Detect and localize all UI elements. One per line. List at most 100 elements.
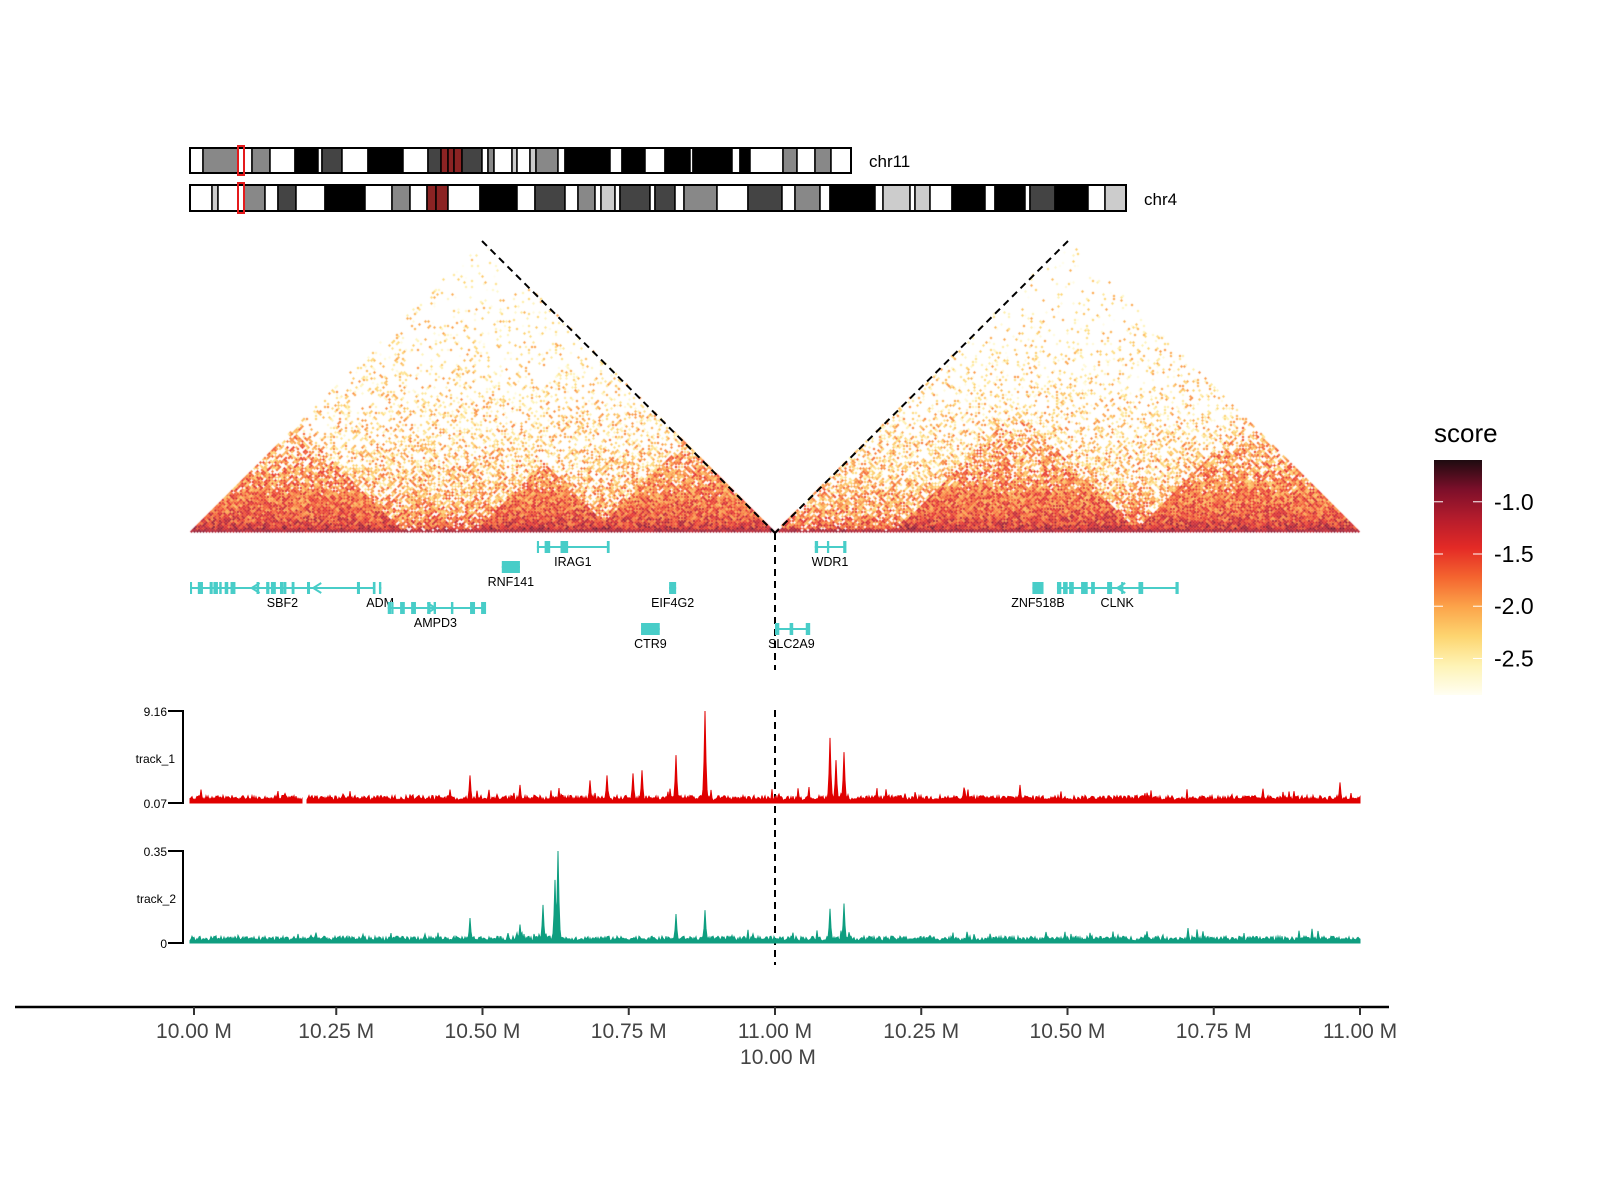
region-highlight	[237, 145, 245, 176]
track1-axis	[168, 710, 184, 804]
strand-arrow-icon	[426, 602, 438, 614]
cytoband	[951, 184, 986, 212]
exon	[391, 602, 394, 614]
exon	[501, 561, 520, 573]
gene-slc2a9: SLC2A9	[768, 623, 815, 651]
cytoband	[577, 184, 596, 212]
gene-label: IRAG1	[554, 555, 592, 569]
exon	[427, 602, 431, 614]
ideogram-outline	[189, 147, 852, 174]
x-tick-label-boundary-second: 10.00 M	[740, 1046, 816, 1069]
cytoband	[447, 147, 455, 174]
strand-arrow-icon	[311, 582, 322, 594]
exon	[669, 582, 677, 594]
exon	[209, 582, 213, 594]
gene-eif4g2: EIF4G2	[651, 582, 694, 610]
cytoband	[882, 184, 911, 212]
track1-label: track_1	[136, 752, 176, 766]
exon	[356, 582, 360, 594]
exon	[843, 541, 847, 553]
cytoband	[402, 147, 429, 174]
cytoband	[440, 147, 449, 174]
cytoband	[994, 184, 1026, 212]
cytoband	[426, 184, 437, 212]
exon	[481, 602, 487, 614]
exon	[387, 602, 392, 614]
exon	[224, 582, 229, 594]
cytoband	[654, 184, 676, 212]
x-tick-label: 10.75 M	[591, 1020, 667, 1043]
cytoband	[609, 147, 623, 174]
x-tick-label: 10.50 M	[1030, 1020, 1106, 1043]
cytoband	[243, 184, 266, 212]
exon	[199, 582, 203, 594]
gene-wdr1: WDR1	[812, 541, 848, 569]
cytoband	[747, 184, 783, 212]
exon	[219, 582, 222, 594]
gene-label: ADM	[366, 596, 394, 610]
exon	[283, 582, 287, 594]
gene-adm: ADM	[366, 582, 394, 610]
gene-label: CTR9	[634, 637, 667, 651]
exon	[1175, 582, 1179, 594]
cytoband	[874, 184, 884, 212]
cytoband	[367, 147, 404, 174]
ideogram-chr11	[189, 145, 852, 176]
cytoband	[493, 147, 513, 174]
cytoband	[211, 184, 219, 212]
cytoband	[202, 147, 239, 174]
cytoband	[716, 184, 749, 212]
cytoband	[295, 184, 326, 212]
exon	[805, 623, 811, 635]
gene-znf518b: ZNF518B	[1011, 582, 1065, 610]
region-highlight	[237, 182, 245, 214]
exon	[1085, 582, 1088, 594]
x-tick-label: 11.00 M	[1323, 1020, 1397, 1043]
cytoband	[619, 184, 651, 212]
exon	[826, 541, 830, 553]
cytoband	[1087, 184, 1106, 212]
gene-track: SBF2 ADM AMPD3 RNF141 IRAG1 EIF4G2 CTR9 WDR1 SLC…	[190, 541, 1179, 651]
strand-arrow-icon	[249, 582, 261, 594]
gene-label: CLNK	[1101, 596, 1135, 610]
cytoband	[461, 147, 483, 174]
exon	[291, 582, 295, 594]
gene-label: AMPD3	[414, 616, 457, 630]
cytoband	[1104, 184, 1127, 212]
legend-tick-label: -1.0	[1494, 489, 1534, 515]
x-axis: 10.00 M 10.25 M 10.50 M 10.75 M 11.00 M 10.25…	[15, 1005, 1397, 1069]
exon	[546, 541, 551, 553]
x-tick-label: 10.25 M	[298, 1020, 374, 1043]
track1-ymin: 0.07	[144, 797, 168, 811]
cytoband	[664, 147, 691, 174]
exon	[306, 582, 311, 594]
cytoband	[479, 184, 518, 212]
exon	[1069, 582, 1074, 594]
cytoband	[409, 184, 428, 212]
cytoband	[929, 184, 953, 212]
track_1-signal	[189, 710, 1361, 804]
gene-ampd3: AMPD3	[387, 602, 487, 630]
cytoband	[621, 147, 646, 174]
cytoband	[794, 184, 821, 212]
gene-label: SBF2	[267, 596, 298, 610]
gene-label: RNF141	[488, 575, 535, 589]
exon	[372, 582, 376, 594]
cytoband	[435, 184, 449, 212]
cytoband	[594, 184, 602, 212]
cytoband	[674, 184, 685, 212]
gene-ctr9: CTR9	[634, 623, 667, 651]
cytoband	[1029, 184, 1056, 212]
cytoband	[189, 184, 213, 212]
track_2-signal	[189, 850, 1361, 944]
exon	[378, 582, 382, 594]
cytoband	[914, 184, 931, 212]
cytoband	[731, 147, 741, 174]
track2-label: track_2	[137, 892, 177, 906]
exon	[1138, 582, 1144, 594]
cytoband	[427, 147, 442, 174]
cytoband	[341, 147, 369, 174]
tad-boundary-lines	[481, 240, 1069, 965]
